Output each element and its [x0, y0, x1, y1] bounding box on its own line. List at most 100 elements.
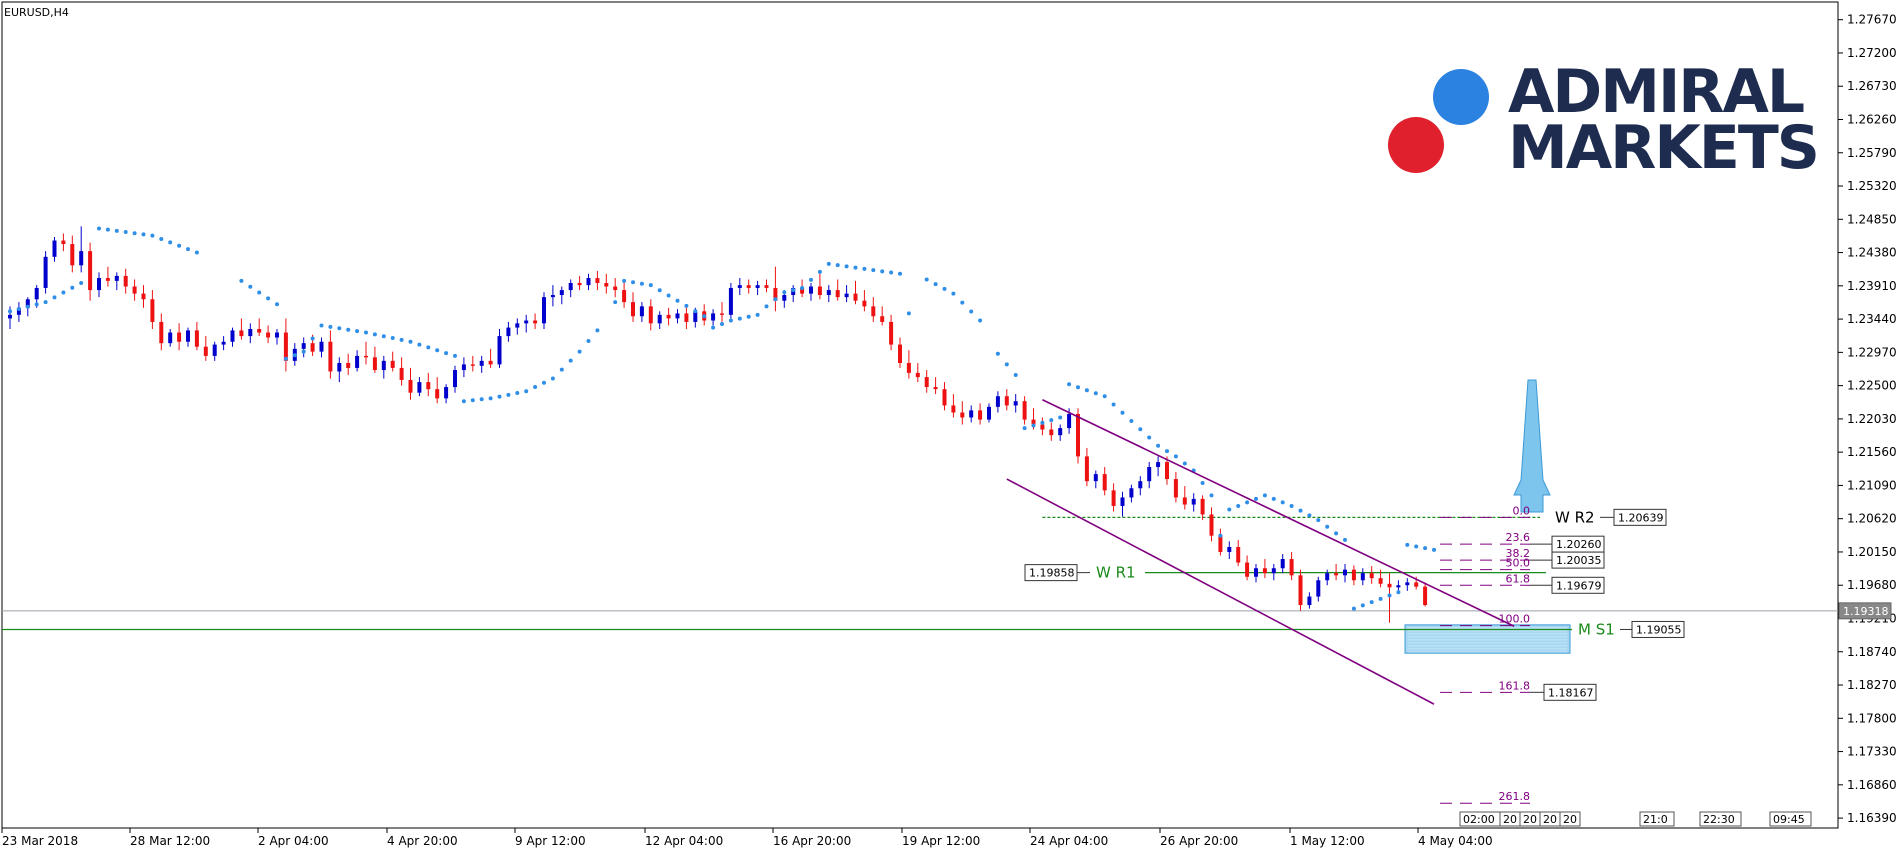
y-tick-label: 1.17330 [1847, 745, 1897, 759]
current-price-value: 1.19318 [1843, 605, 1889, 618]
sar-dot [639, 281, 644, 286]
candle-body [97, 278, 101, 291]
candle-body [1182, 497, 1187, 505]
sar-dot [1316, 518, 1321, 523]
sar-dot [568, 358, 573, 363]
candle-body [978, 410, 983, 420]
candle-body [266, 332, 271, 338]
sar-dot [328, 324, 333, 329]
pivot-value-box [1613, 508, 1667, 526]
candle-body [568, 282, 573, 291]
y-tick-label: 1.26260 [1847, 112, 1897, 126]
sar-dot [737, 316, 742, 321]
candle-body [141, 293, 146, 300]
candle-body [70, 244, 75, 266]
candle-body [132, 286, 137, 294]
candle-body [746, 285, 751, 288]
sar-dot [310, 336, 315, 341]
candle-body [542, 297, 546, 324]
y-tick-label: 1.18740 [1847, 645, 1897, 659]
sar-dot [132, 231, 137, 236]
candle-body [25, 299, 30, 308]
candle-body [1334, 573, 1339, 576]
candle-body [1414, 582, 1419, 587]
candle-body [8, 314, 12, 319]
sar-dot [880, 269, 885, 274]
sar-dot [791, 288, 796, 293]
sar-dot [159, 236, 164, 241]
sar-dot [16, 307, 21, 312]
candle-body [773, 287, 778, 301]
y-tick-label: 1.17800 [1847, 711, 1897, 725]
fib-value-box [1551, 576, 1605, 594]
candle-body [257, 329, 262, 333]
x-tick-label: 9 Apr 12:00 [515, 834, 586, 848]
sar-dot [1022, 426, 1027, 431]
y-tick-label: 1.23910 [1847, 279, 1897, 293]
candle-body [16, 307, 21, 315]
candle-body [666, 314, 671, 319]
y-tick-label: 1.23440 [1847, 312, 1897, 326]
sar-dot [924, 277, 929, 282]
sar-dot [43, 300, 48, 305]
sar-dot [479, 397, 484, 402]
candle-body [470, 364, 475, 366]
sar-dot [613, 300, 618, 305]
candle-body [399, 367, 404, 380]
logo-red-dot [1388, 117, 1444, 173]
sar-dot [1378, 596, 1383, 601]
x-tick-label: 1 May 12:00 [1290, 834, 1365, 848]
sar-dot [1387, 593, 1392, 598]
pivot-value-box [1631, 620, 1685, 638]
sar-dot [559, 367, 564, 372]
candle-body [203, 346, 208, 356]
candle-body [1236, 547, 1241, 563]
candle-body [1378, 578, 1383, 584]
sar-dot [506, 392, 511, 397]
x-tick-label: 28 Mar 12:00 [130, 834, 210, 848]
candle-body [853, 293, 858, 301]
time-scale-label: 20 [1503, 813, 1517, 826]
y-tick-label: 1.27670 [1847, 13, 1897, 27]
sar-dot [657, 288, 662, 293]
x-tick-label: 4 May 04:00 [1418, 834, 1493, 848]
sar-dot [720, 322, 724, 327]
plot-frame [1, 1, 1839, 829]
sar-dot [114, 228, 119, 233]
sar-dot [1369, 600, 1374, 605]
candle-body [1165, 462, 1169, 480]
sar-dot [933, 282, 938, 287]
sar-dot [497, 394, 502, 399]
candle-body [969, 410, 974, 418]
sar-dot [586, 339, 591, 344]
candle-body [1343, 569, 1347, 576]
sar-dot [399, 337, 404, 342]
candle-body [1049, 429, 1054, 436]
sar-dot [969, 309, 974, 314]
candle-body [123, 275, 128, 287]
candle-body [1040, 424, 1045, 430]
candle-body [533, 320, 538, 324]
sar-dot [292, 353, 297, 358]
sar-dot [1360, 603, 1365, 608]
logo-blue-dot [1433, 69, 1489, 125]
sar-dot [1049, 418, 1054, 423]
candle-body [648, 306, 653, 324]
time-scale-label: 09:45 [1773, 813, 1805, 826]
candle-body [826, 290, 831, 296]
candle-body [524, 320, 529, 324]
candle-body [417, 382, 422, 393]
sar-dot [862, 266, 867, 271]
sar-dot [1040, 420, 1045, 425]
sar-dot [1334, 531, 1339, 536]
candle-body [515, 323, 520, 328]
time-scale-label: 02:00 [1463, 813, 1495, 826]
sar-dot [1254, 496, 1258, 501]
candle-body [1102, 474, 1107, 491]
sar-dot [52, 295, 57, 300]
candle-body [221, 341, 226, 345]
candle-body [239, 330, 244, 337]
x-tick-label: 23 Mar 2018 [2, 834, 78, 848]
candle-body [168, 332, 173, 344]
